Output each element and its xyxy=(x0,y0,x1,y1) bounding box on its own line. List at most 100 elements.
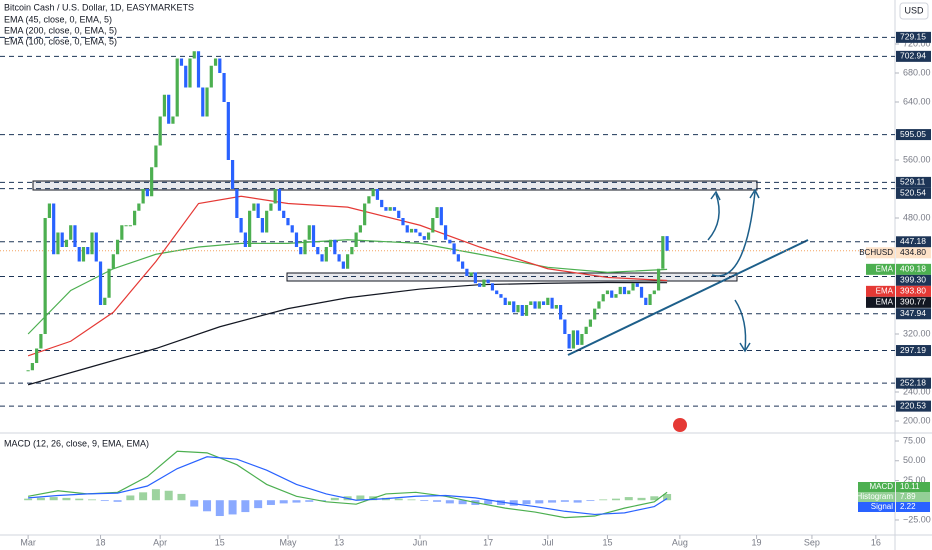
candle xyxy=(507,301,512,306)
candle xyxy=(486,279,490,284)
y-tick-label: 480.00 xyxy=(903,212,931,222)
histogram-bar xyxy=(650,496,659,501)
candle xyxy=(179,58,184,66)
indicator-line xyxy=(27,195,668,357)
candle xyxy=(90,232,94,255)
candle xyxy=(533,301,537,309)
candle xyxy=(537,301,541,309)
candle xyxy=(541,301,546,306)
event-icon[interactable] xyxy=(673,418,687,432)
candle xyxy=(576,330,580,345)
price-tag xyxy=(896,274,931,286)
candle xyxy=(350,247,354,255)
price-tag xyxy=(896,236,931,248)
histogram-bar xyxy=(62,497,71,501)
candle xyxy=(133,210,137,226)
candle xyxy=(107,268,111,298)
candle xyxy=(282,210,286,219)
x-tick-label: 18 xyxy=(96,537,106,547)
y-tick-label: 75.00 xyxy=(903,435,926,445)
candle xyxy=(567,334,571,349)
candle xyxy=(516,305,520,313)
candle xyxy=(265,210,269,233)
histogram-bar xyxy=(433,500,442,502)
price-tag-label: 520.54 xyxy=(900,188,926,198)
zone xyxy=(286,272,738,282)
candle xyxy=(175,58,179,117)
x-tick-label: 17 xyxy=(483,537,493,547)
candle xyxy=(431,218,435,233)
histogram-bar xyxy=(637,497,646,501)
indicator-line xyxy=(27,281,668,386)
candle xyxy=(64,239,69,248)
histogram-bar xyxy=(228,500,237,515)
candle xyxy=(652,290,656,295)
histogram-bar xyxy=(407,499,416,501)
candle xyxy=(363,203,367,226)
candle xyxy=(554,305,558,309)
price-tag-label: 434.80 xyxy=(900,247,926,257)
x-tick-label: Jul xyxy=(542,537,554,547)
candle xyxy=(571,330,575,349)
price-tag-label: 729.15 xyxy=(900,32,926,42)
candle xyxy=(627,290,631,295)
histogram-bar xyxy=(190,500,199,507)
indicator-tag xyxy=(858,482,895,492)
x-tick-label: 15 xyxy=(602,537,612,547)
indicator-label: EMA (200, close, 0, EMA, 5) xyxy=(4,25,117,35)
arrow-head xyxy=(749,188,760,199)
y-tick-label: 680.00 xyxy=(903,67,931,77)
price-tag xyxy=(896,263,931,275)
candle xyxy=(103,297,107,306)
histogram-bar xyxy=(279,500,288,504)
price-tag xyxy=(896,285,931,297)
candle xyxy=(154,145,158,168)
price-tag xyxy=(896,400,931,412)
price-tag-name: EMA xyxy=(876,264,894,273)
price-tag-label: 529.11 xyxy=(900,177,926,187)
histogram-bar xyxy=(266,500,275,505)
candle xyxy=(358,225,362,233)
candle xyxy=(222,72,226,102)
y-tick-label: 50.00 xyxy=(903,455,926,465)
candle xyxy=(209,65,213,88)
candle xyxy=(290,225,294,233)
price-tag xyxy=(896,308,931,320)
histogram-bar xyxy=(305,500,314,502)
indicator-tag xyxy=(858,492,895,502)
candle xyxy=(448,239,452,244)
candle xyxy=(422,236,426,240)
price-tag-name-box xyxy=(866,247,895,259)
price-tag-label: 409.18 xyxy=(900,264,926,274)
price-tag-label: 297.19 xyxy=(900,345,926,355)
candle xyxy=(94,232,98,262)
indicator-tag xyxy=(896,502,930,512)
candle xyxy=(341,261,345,269)
candle xyxy=(248,210,252,248)
price-tag xyxy=(896,129,931,141)
candle xyxy=(77,247,81,262)
candle xyxy=(426,232,431,240)
candle xyxy=(43,218,47,335)
y-tick-label: 240.00 xyxy=(903,386,931,396)
candle xyxy=(35,348,39,364)
histogram-bar xyxy=(535,500,544,504)
candle xyxy=(380,199,384,208)
candle xyxy=(354,232,358,248)
candle xyxy=(171,116,175,124)
histogram-bar xyxy=(139,492,148,501)
histogram-bar xyxy=(164,490,173,501)
x-tick-label: 19 xyxy=(752,537,762,547)
candle xyxy=(320,254,324,262)
currency-box[interactable] xyxy=(899,2,929,20)
price-tag xyxy=(896,296,931,308)
candle xyxy=(546,297,550,306)
histogram-bar xyxy=(292,500,301,503)
candle xyxy=(614,294,618,298)
histogram-bar xyxy=(496,500,505,505)
candle xyxy=(60,232,64,248)
histogram-bar xyxy=(24,498,33,501)
candle xyxy=(307,225,311,240)
price-tag-label: 252.18 xyxy=(900,377,926,387)
x-tick-label: May xyxy=(279,537,297,547)
